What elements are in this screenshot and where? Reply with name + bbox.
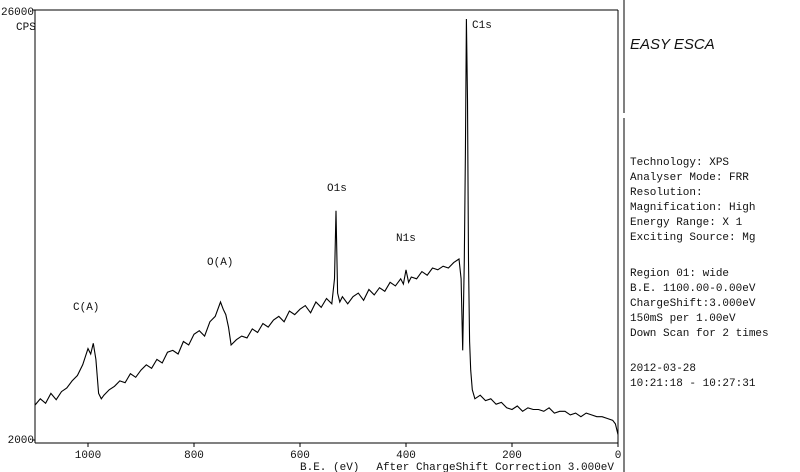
info-line: ChargeShift:3.000eV [630,298,756,310]
info-line: Magnification: High [630,202,755,214]
info-line: 2012-03-28 [630,363,696,375]
spectrum-line [34,18,619,435]
info-line: 150mS per 1.00eV [630,313,736,325]
info-line: B.E. 1100.00-0.00eV [630,283,756,295]
peak-label: N1s [396,233,416,245]
info-line: Exciting Source: Mg [630,232,755,244]
x-tick-label: 400 [396,450,416,462]
info-line: Down Scan for 2 times [630,328,769,340]
peak-label: C(A) [73,302,99,314]
x-tick-label: 1000 [75,450,101,462]
y-tick-label: 26000 [1,7,34,19]
info-line: Region 01: wide [630,268,729,280]
peak-label: O(A) [207,257,233,269]
x-tick-label: 200 [502,450,522,462]
y-axis-label: CPS [16,22,36,34]
info-line: Technology: XPS [630,157,729,169]
instrument-title: EASY ESCA [630,36,715,53]
x-tick-label: 600 [290,450,310,462]
peak-label: O1s [327,183,347,195]
info-line: 10:21:18 - 10:27:31 [630,378,756,390]
x-axis-label: B.E. (eV) [300,462,359,472]
info-line: Analyser Mode: FRR [630,172,749,184]
x-tick-label: 0 [615,450,622,462]
y-tick-label: 2000 [8,435,34,447]
footnote: After ChargeShift Correction 3.000eV [376,462,614,472]
x-tick-label: 800 [184,450,204,462]
info-line: Resolution: [630,187,703,199]
info-line: Energy Range: X 1 [630,217,743,229]
peak-label: C1s [472,20,492,32]
